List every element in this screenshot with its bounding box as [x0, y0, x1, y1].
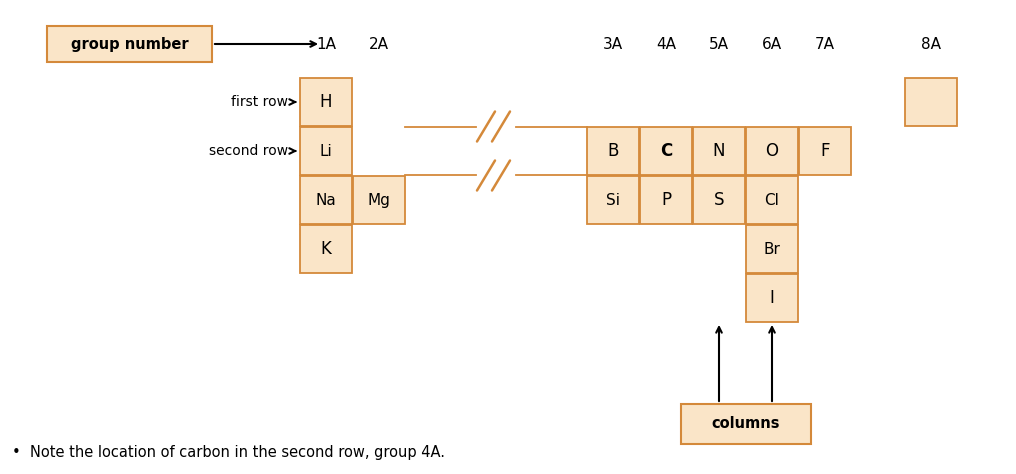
Bar — [681, 404, 811, 444]
Text: B: B — [608, 142, 619, 160]
Text: 1A: 1A — [316, 36, 336, 52]
Text: first row: first row — [231, 95, 288, 109]
Text: 4A: 4A — [656, 36, 676, 52]
Text: 5A: 5A — [709, 36, 729, 52]
Bar — [799, 127, 851, 175]
Bar — [300, 176, 352, 224]
Text: group number: group number — [71, 36, 188, 52]
Bar — [640, 176, 692, 224]
Bar — [746, 225, 798, 273]
Bar — [300, 78, 352, 126]
Text: Na: Na — [316, 192, 336, 208]
Text: K: K — [321, 240, 331, 258]
Text: 8A: 8A — [920, 36, 941, 52]
Bar — [693, 176, 745, 224]
Bar — [746, 127, 798, 175]
Bar — [746, 176, 798, 224]
Text: 6A: 6A — [762, 36, 782, 52]
Text: H: H — [320, 93, 332, 111]
Bar — [693, 127, 745, 175]
Text: C: C — [659, 142, 673, 160]
Bar — [300, 127, 352, 175]
Bar — [640, 127, 692, 175]
Bar — [47, 26, 212, 62]
Text: N: N — [713, 142, 725, 160]
Text: O: O — [765, 142, 778, 160]
Text: 3A: 3A — [602, 36, 623, 52]
Text: S: S — [714, 191, 724, 209]
Bar — [300, 225, 352, 273]
Text: P: P — [661, 191, 671, 209]
Text: •  Note the location of carbon in the second row, group 4A.: • Note the location of carbon in the sec… — [12, 445, 445, 460]
Text: F: F — [820, 142, 830, 160]
Bar — [905, 78, 957, 126]
Text: Br: Br — [764, 241, 780, 256]
Bar — [587, 176, 639, 224]
Text: Mg: Mg — [368, 192, 390, 208]
Text: second row: second row — [209, 144, 288, 158]
Text: I: I — [769, 289, 774, 307]
Bar — [746, 274, 798, 322]
Text: Cl: Cl — [765, 192, 779, 208]
Bar — [353, 176, 405, 224]
Text: 7A: 7A — [815, 36, 835, 52]
Text: Li: Li — [320, 144, 332, 158]
Bar — [587, 127, 639, 175]
Text: Si: Si — [606, 192, 620, 208]
Text: columns: columns — [711, 417, 779, 431]
Text: 2A: 2A — [369, 36, 389, 52]
